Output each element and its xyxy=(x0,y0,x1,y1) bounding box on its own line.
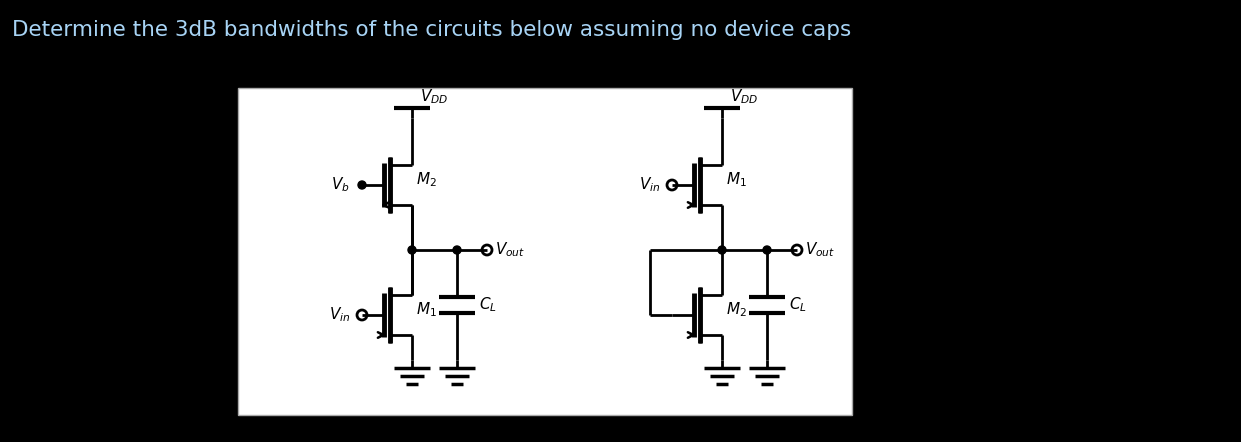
Text: $M_2$: $M_2$ xyxy=(726,301,747,320)
Text: $V_{DD}$: $V_{DD}$ xyxy=(730,88,758,106)
Text: $C_L$: $C_L$ xyxy=(789,296,807,314)
Text: Determine the 3dB bandwidths of the circuits below assuming no device caps: Determine the 3dB bandwidths of the circ… xyxy=(12,20,851,40)
Text: $V_{out}$: $V_{out}$ xyxy=(495,240,525,259)
Text: $V_{in}$: $V_{in}$ xyxy=(329,306,350,324)
Text: $V_b$: $V_b$ xyxy=(331,175,350,194)
Circle shape xyxy=(719,246,726,254)
Text: $M_1$: $M_1$ xyxy=(726,171,747,189)
Text: $V_{out}$: $V_{out}$ xyxy=(805,240,835,259)
Text: $C_L$: $C_L$ xyxy=(479,296,496,314)
Circle shape xyxy=(357,181,366,189)
Circle shape xyxy=(453,246,460,254)
Text: $M_1$: $M_1$ xyxy=(416,301,437,320)
Circle shape xyxy=(408,246,416,254)
Text: $V_{in}$: $V_{in}$ xyxy=(639,175,660,194)
Text: $M_2$: $M_2$ xyxy=(416,171,437,189)
Text: $V_{DD}$: $V_{DD}$ xyxy=(419,88,448,106)
Circle shape xyxy=(763,246,771,254)
FancyBboxPatch shape xyxy=(238,88,853,415)
